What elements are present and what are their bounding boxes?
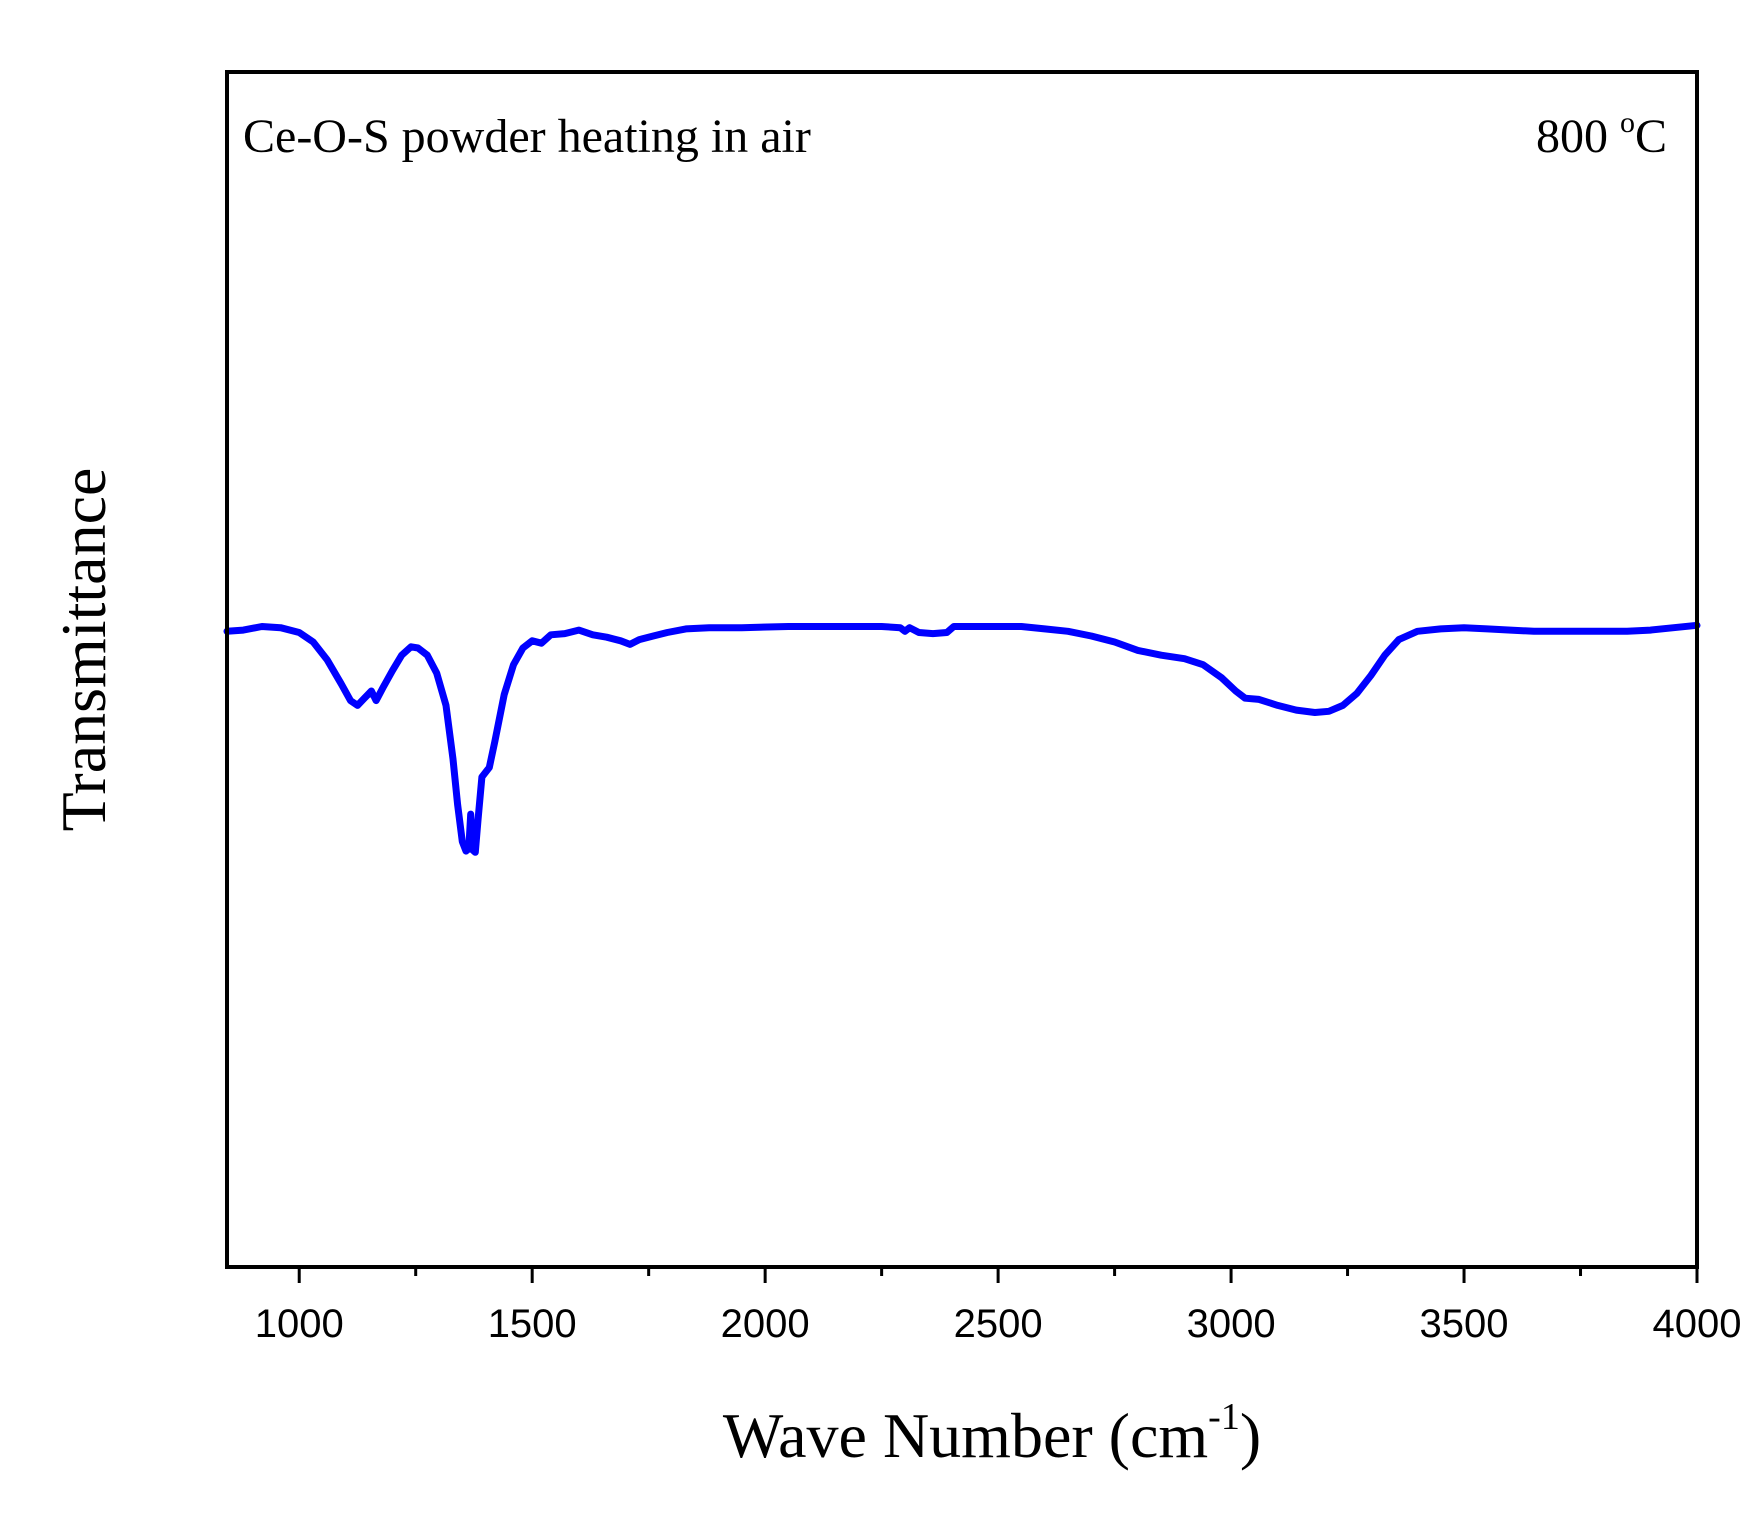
x-axis-title-main: Wave Number (cm [723, 1400, 1208, 1471]
x-axis-title: Wave Number (cm-1) [723, 1396, 1261, 1471]
x-tick-label: 2500 [954, 1302, 1043, 1346]
ticks-layer [297, 1267, 1699, 1283]
x-tick-label: 3500 [1420, 1302, 1509, 1346]
x-axis-title-close: ) [1240, 1400, 1261, 1471]
x-tick-label: 3000 [1187, 1302, 1276, 1346]
x-tick-label: 1500 [488, 1302, 577, 1346]
annotation-temperature-label: 800 oC [1536, 106, 1667, 163]
annotation-sample-label: Ce-O-S powder heating in air [243, 110, 811, 163]
plot-frame [225, 70, 1699, 1269]
spectrum-line [223, 621, 1701, 856]
temperature-value: 800 [1536, 110, 1620, 163]
x-tick-label: 1000 [255, 1302, 344, 1346]
degree-symbol: o [1620, 106, 1635, 139]
y-axis-title: Transmittance [48, 468, 119, 832]
x-tick-label: 2000 [721, 1302, 810, 1346]
series-layer [223, 621, 1701, 856]
x-axis-title-superscript: -1 [1208, 1396, 1240, 1438]
temperature-unit: C [1635, 110, 1667, 163]
x-tick-label: 4000 [1653, 1302, 1742, 1346]
tick-labels-layer: 1000 1500 2000 2500 3000 3500 4000 [255, 1302, 1742, 1346]
